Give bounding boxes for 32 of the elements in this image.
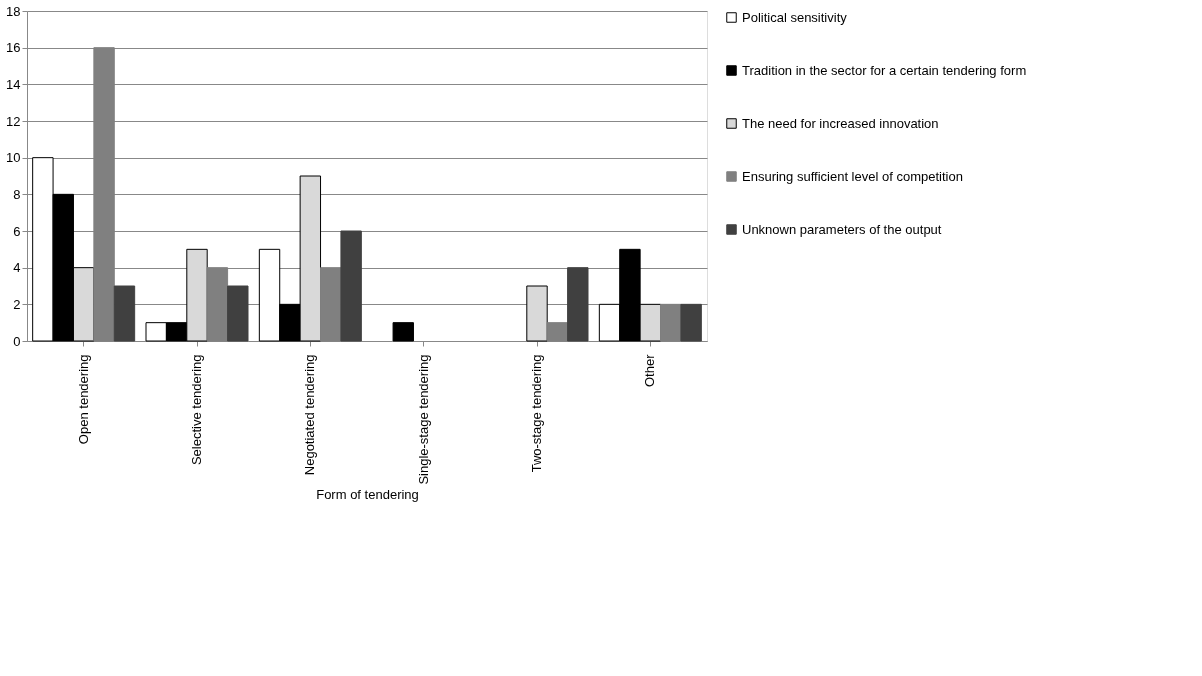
legend-label: Ensuring sufficient level of competition [742, 168, 963, 184]
bar [680, 303, 702, 342]
x-axis-title: Form of tendering [316, 486, 419, 502]
legend-label: The need for increased innovation [742, 115, 939, 131]
bar [340, 230, 362, 342]
bar [227, 285, 249, 342]
y-tick-label: 10 [6, 150, 21, 166]
y-tick-label: 6 [13, 223, 21, 239]
y-tick-label: 2 [13, 296, 21, 312]
x-tick-label: Selective tendering [189, 354, 204, 466]
y-tick-label: 12 [6, 113, 21, 129]
y-tick-label: 14 [6, 76, 21, 92]
y-tick-label: 4 [13, 260, 21, 276]
bar [320, 267, 342, 342]
y-tick-label: 0 [13, 333, 21, 349]
y-tick-label: 8 [13, 186, 21, 202]
legend-label: Unknown parameters of the output [742, 221, 942, 237]
y-tick-label: 18 [6, 3, 21, 19]
x-tick-label: Negotiated tendering [302, 354, 318, 476]
bar [526, 285, 548, 342]
y-tick-label: 16 [6, 40, 21, 56]
x-tick-label: Open tendering [75, 354, 91, 445]
bar [392, 322, 414, 342]
legend-label: Tradition in the sector for a certain tendering form [742, 62, 1027, 78]
x-tick-label: Other [642, 353, 658, 388]
bar [546, 322, 569, 342]
bar [113, 285, 136, 342]
legend-label: Political sensitivity [742, 9, 848, 25]
bar [567, 267, 589, 342]
x-tick-label: Two-stage tendering [529, 354, 544, 473]
x-tick-label: Single-stage tendering [415, 354, 431, 485]
bar [660, 303, 682, 342]
